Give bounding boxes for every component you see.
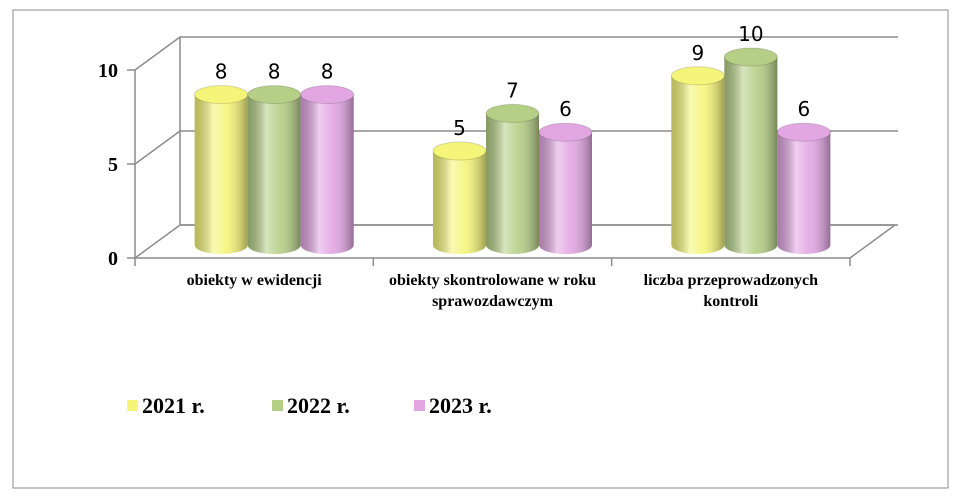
cylinder-shade (247, 94, 301, 255)
cylinder-top (194, 85, 249, 105)
cylinder-top (670, 66, 725, 86)
value-label: 6 (797, 97, 810, 121)
value-label: 5 (453, 116, 466, 140)
value-label: 10 (738, 22, 763, 46)
value-label: 8 (321, 60, 334, 84)
grid-line (134, 224, 898, 259)
cylinder-shade (300, 94, 354, 255)
cylinder-top (432, 141, 487, 161)
cylinder-top (776, 122, 831, 142)
value-label: 7 (506, 78, 519, 102)
cylinder-top (247, 85, 302, 105)
cylinder-shade (433, 151, 486, 255)
y-tick-label: 5 (108, 154, 118, 176)
cylinder-top (300, 85, 355, 105)
y-tick-label: 10 (98, 60, 118, 82)
value-label: 6 (559, 97, 572, 121)
legend-swatch (272, 400, 283, 411)
cylinder-top (538, 122, 593, 142)
cylinder-shade (539, 132, 592, 255)
grid-line (134, 130, 898, 165)
legend-label: 2021 r. (142, 393, 205, 418)
cylinder-shade (194, 94, 248, 254)
legend-label: 2023 r. (429, 393, 492, 418)
x-tick-label: obiekty w ewidencji (186, 272, 322, 289)
cylinder-shade (724, 57, 778, 255)
legend-label: 2022 r. (287, 393, 350, 418)
cylinder-shade (486, 113, 539, 255)
cylinder-top (485, 103, 540, 123)
cylinder-top (723, 47, 778, 67)
cylinder-shade (777, 132, 831, 255)
floor-side-edge (849, 224, 896, 259)
grid-line (134, 36, 898, 71)
legend-swatch (127, 400, 138, 411)
value-label: 8 (268, 60, 281, 84)
x-tick-label: obiekty skontrolowane w roku sprawozdawc… (389, 272, 596, 310)
cylinder-shade (671, 75, 725, 255)
x-tick-label: liczba przeprowadzonych kontroli (643, 272, 818, 310)
y-tick-label: 0 (108, 248, 118, 270)
legend-swatch (414, 400, 425, 411)
value-label: 8 (215, 60, 228, 84)
value-label: 9 (691, 41, 704, 65)
